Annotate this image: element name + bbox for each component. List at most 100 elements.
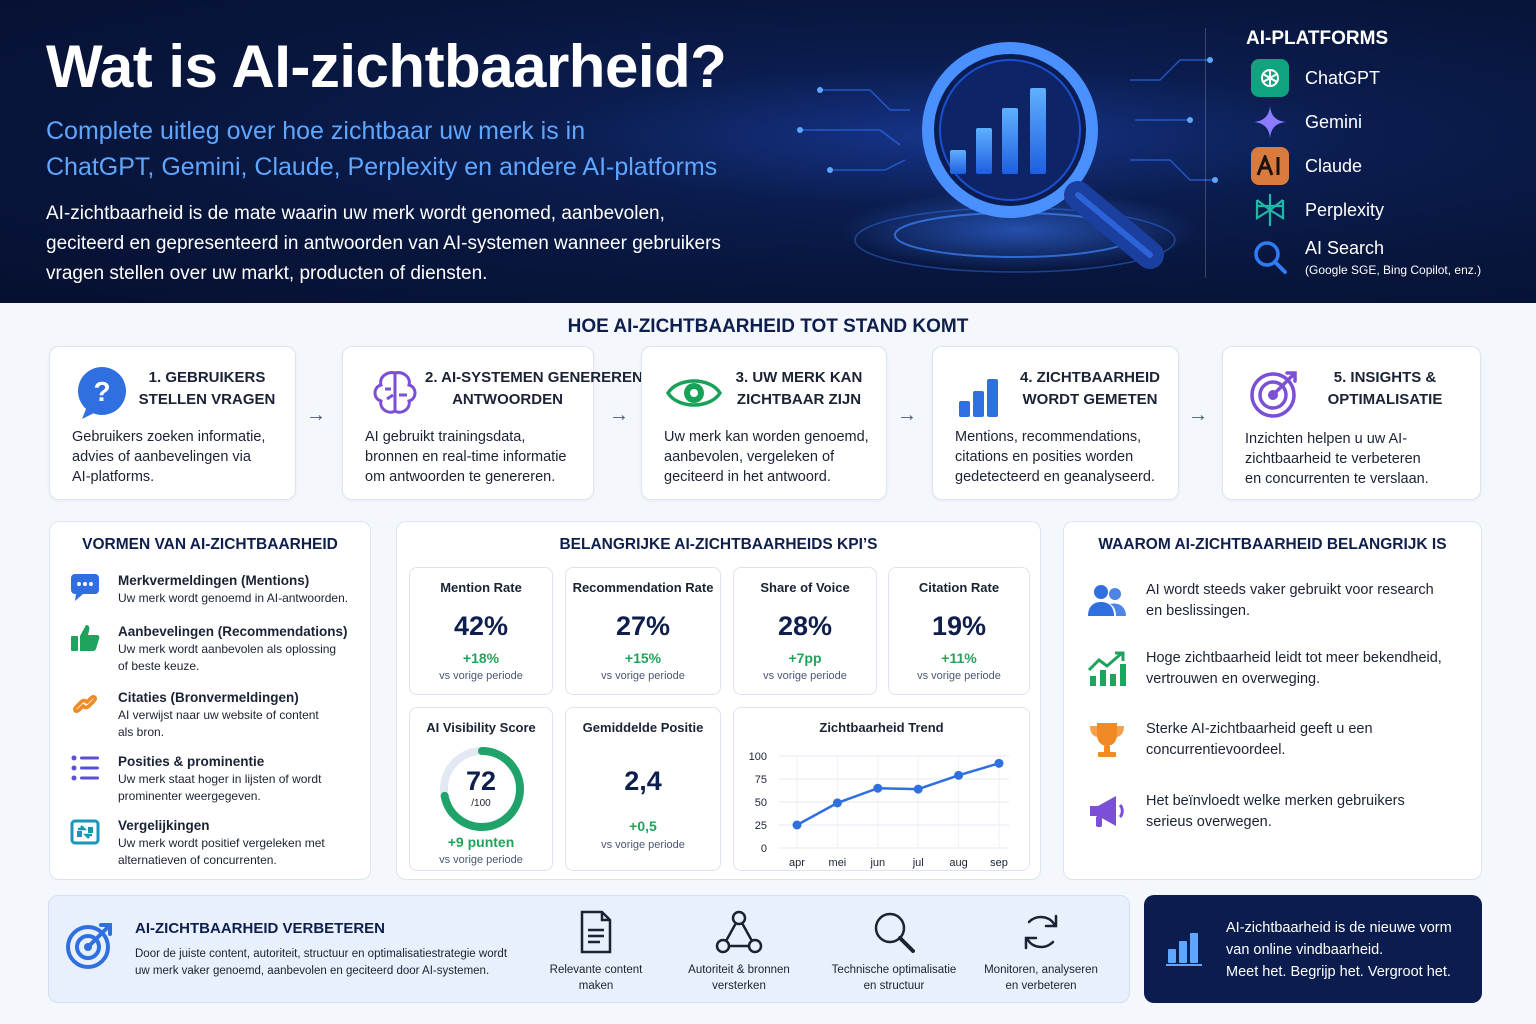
growth-chart-icon [1087,651,1126,686]
kpi-title: BELANGRIJKE AI-ZICHTBAARHEIDS KPI’S [559,536,878,553]
kpi-recommendation-rate: Recommendation Rate 27% +15% vs vorige peri… [565,567,721,695]
svg-text:?: ? [93,376,110,407]
step-description: AI gebruikt trainingsdata, bronnen en rea… [365,429,567,485]
bar-chart-icon [1166,933,1202,966]
forms-card: VORMEN VAN AI-ZICHTBAARHEID Merkvermeldi… [49,521,371,880]
document-icon [580,910,612,954]
page-title: Wat is AI-zichtbaarheid? [46,33,727,100]
callout-text: AI-zichtbaarheid is de nieuwe vorm van on… [1226,920,1452,980]
improve-panel: AI-ZICHTBAARHEID VERBETEREN Door de juis… [48,895,1130,1003]
forms-title: VORMEN VAN AI-ZICHTBAARHEID [82,536,338,553]
form-item-positions: Posities & prominentie Uw merk staat hoge… [70,753,321,805]
trend-chart: 0 25 50 75 100 apr mei jun jul aug sep [749,751,1009,869]
x-tick-label: aug [949,857,967,869]
thumbs-up-icon [71,625,100,651]
form-item-recommendations: Aanbevelingen (Recommendations) Uw merk w… [70,623,348,675]
platform-perplexity: Perplexity [1251,191,1384,229]
data-point [792,820,802,830]
process-step-4: 4. ZICHTBAARHEID WORDT GEMETEN Mentions, … [932,346,1179,500]
arrow-icon: → [1188,404,1208,426]
x-tick-label: mei [829,857,847,869]
why-item-research: AI wordt steeds vaker gebruikt voor rese… [1086,580,1466,622]
claude-icon [1251,147,1289,185]
hero-subtitle: Complete uitleg over hoe zichtbaar uw me… [46,117,718,181]
x-tick-label: jul [912,857,924,869]
data-point [913,784,923,794]
improve-description: Door de juiste content, autoriteit, stru… [135,948,508,977]
data-point [954,770,964,780]
perplexity-icon [1251,191,1289,229]
target-arrow-icon [66,923,112,969]
users-icon [1088,585,1126,616]
hero-banner: Wat is AI-zichtbaarheid? Complete uitleg… [0,0,1536,303]
kpi-average-position: Gemiddelde Positie 2,4 +0,5 vs vorige pe… [565,707,721,871]
data-point [832,798,842,808]
arrow-icon: → [306,404,326,426]
improve-step-monitor: Monitoren, analyseren en verbeteren [966,910,1116,994]
eye-icon [666,379,722,407]
kpi-card: BELANGRIJKE AI-ZICHTBAARHEIDS KPI’S Ment… [396,521,1041,880]
score-max: /100 [471,798,491,809]
step-description: Uw merk kan worden genoemd, aanbevolen, v… [664,429,869,485]
hero-description: AI-zichtbaarheid is de mate waarin uw me… [46,203,721,284]
platform-chatgpt: ChatGPT [1251,59,1380,97]
why-item-trust: Hoge zichtbaarheid leidt tot meer bekend… [1086,648,1466,690]
kpi-citation-rate: Citation Rate 19% +11% vs vorige periode [888,567,1030,695]
network-icon [715,910,763,954]
chart-title: Zichtbaarheid Trend [819,720,944,735]
process-step-5: 5. INSIGHTS & OPTIMALISATIE Inzichten hel… [1222,346,1481,500]
numbered-list-icon [71,755,99,781]
data-point [994,758,1004,768]
process-step-2: 2. AI-SYSTEMEN GENEREREN ANTWOORDEN AI ge… [342,346,643,500]
improve-step-technical: Technische optimalisatie en structuur [819,910,969,994]
y-tick-label: 25 [755,820,767,832]
process-step-3: 3. UW MERK KAN ZICHTBAAR ZIJN Uw merk kan… [641,346,887,500]
platform-gemini: Gemini [1251,103,1362,141]
search-icon [1251,238,1289,276]
refresh-icon [1024,914,1058,950]
x-tick-label: apr [789,857,805,869]
arrow-icon: → [609,404,629,426]
step-description: Gebruikers zoeken informatie, advies of a… [72,429,266,485]
kpi-share-of-voice: Share of Voice 28% +7pp vs vorige periode [733,567,877,695]
improve-step-authority: Autoriteit & bronnen versterken [664,910,814,994]
trend-chart-card: Zichtbaarheid Trend 0 25 50 75 100 apr mei jun j… [733,707,1030,871]
link-icon [73,695,97,713]
callout-panel: AI-zichtbaarheid is de nieuwe vorm van on… [1144,895,1482,1003]
form-item-comparisons: Vergelijkingen Uw merk wordt positief ver… [70,817,325,869]
gemini-icon [1251,103,1289,141]
bar-chart-icon [959,379,998,417]
process-step-1: ? 1. GEBRUIKERS STELLEN VRAGEN Gebruikers… [49,346,296,500]
kpi-visibility-score: AI Visibility Score 72 /100 +9 punten vs… [409,707,553,871]
arrow-icon: → [897,404,917,426]
trophy-icon [1090,723,1124,757]
form-item-citations: Citaties (Bronvermeldingen) AI verwijst n… [70,689,319,741]
y-tick-label: 0 [761,843,767,855]
platform-claude: Claude [1251,147,1362,185]
y-tick-label: 100 [749,751,767,763]
x-tick-label: sep [990,857,1008,869]
series-line [796,762,1000,827]
megaphone-icon [1090,796,1124,827]
data-point [873,783,883,793]
step-description: Inzichten helpen u uw AI-zichtbaarheid t… [1245,431,1429,487]
question-bubble-icon: ? [78,367,126,419]
why-item-influence: Het beïnvloedt welke merken gebruikers se… [1086,791,1466,833]
kpi-mention-rate: Mention Rate 42% +18% vs vorige periode [409,567,553,695]
chatgpt-icon [1251,59,1289,97]
step-description: Mentions, recommendations, citations en p… [955,429,1155,485]
why-item-advantage: Sterke AI-zichtbaarheid geeft u een concu… [1086,719,1466,761]
process-title: HOE AI-ZICHTBAARHEID TOT STAND KOMT [567,316,969,337]
score-value: 72 [465,766,497,796]
x-tick-label: jun [869,857,885,869]
brain-icon [373,371,417,414]
score-gauge [440,747,524,831]
magnifier-icon [874,912,915,953]
compare-icon [70,819,100,845]
why-card: WAAROM AI-ZICHTBAARHEID BELANGRIJK IS AI… [1063,521,1482,880]
improve-title: AI-ZICHTBAARHEID VERBETEREN [135,920,386,937]
form-item-mentions: Merkvermeldingen (Mentions) Uw merk wordt… [70,572,348,607]
platform-ai-search: AI Search (Google SGE, Bing Copilot, enz… [1251,238,1481,277]
why-title: WAAROM AI-ZICHTBAARHEID BELANGRIJK IS [1098,536,1447,553]
magnifier-chart-illustration [797,38,1218,273]
